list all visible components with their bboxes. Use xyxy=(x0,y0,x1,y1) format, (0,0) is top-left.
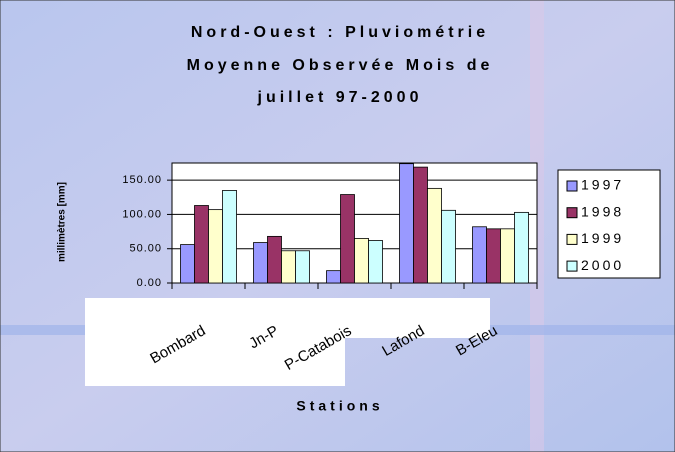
bar xyxy=(208,209,223,284)
x-axis-label: Stations xyxy=(296,398,383,414)
y-tick-label: 0.00 xyxy=(137,277,162,289)
bar xyxy=(253,242,268,284)
bar xyxy=(222,190,237,284)
bar xyxy=(399,163,414,284)
y-axis-label: millimètres [mm] xyxy=(57,182,68,262)
legend xyxy=(557,169,661,279)
legend-swatch xyxy=(566,233,578,245)
label-panel xyxy=(85,298,490,386)
bar xyxy=(368,240,383,284)
legend-swatch xyxy=(566,207,578,219)
bar xyxy=(326,270,341,284)
bar xyxy=(354,238,369,284)
legend-label: 1999 xyxy=(581,230,624,246)
legend-swatch xyxy=(566,260,578,272)
bar xyxy=(194,205,209,284)
bar xyxy=(514,211,529,284)
chart-title: juillet 97-2000 xyxy=(257,89,423,106)
bar xyxy=(295,250,310,284)
bar xyxy=(340,194,355,284)
y-tick-label: 150.00 xyxy=(122,174,162,186)
bar xyxy=(441,209,456,284)
bar xyxy=(472,226,487,284)
legend-label: 1997 xyxy=(581,177,624,193)
bar xyxy=(500,228,515,284)
legend-label: 1998 xyxy=(581,203,624,219)
legend-swatch xyxy=(566,180,578,192)
bar xyxy=(427,187,442,284)
bar xyxy=(413,166,428,284)
bar xyxy=(180,244,195,284)
y-tick-label: 100.00 xyxy=(122,208,162,220)
y-tick-label: 50.00 xyxy=(129,243,162,255)
legend-label: 2000 xyxy=(581,257,624,273)
chart-title: Moyenne Observée Mois de xyxy=(187,57,494,74)
bar xyxy=(281,250,296,284)
bar xyxy=(267,235,282,284)
chart-title: Nord-Ouest : Pluviométrie xyxy=(191,24,489,41)
bar xyxy=(486,228,501,284)
